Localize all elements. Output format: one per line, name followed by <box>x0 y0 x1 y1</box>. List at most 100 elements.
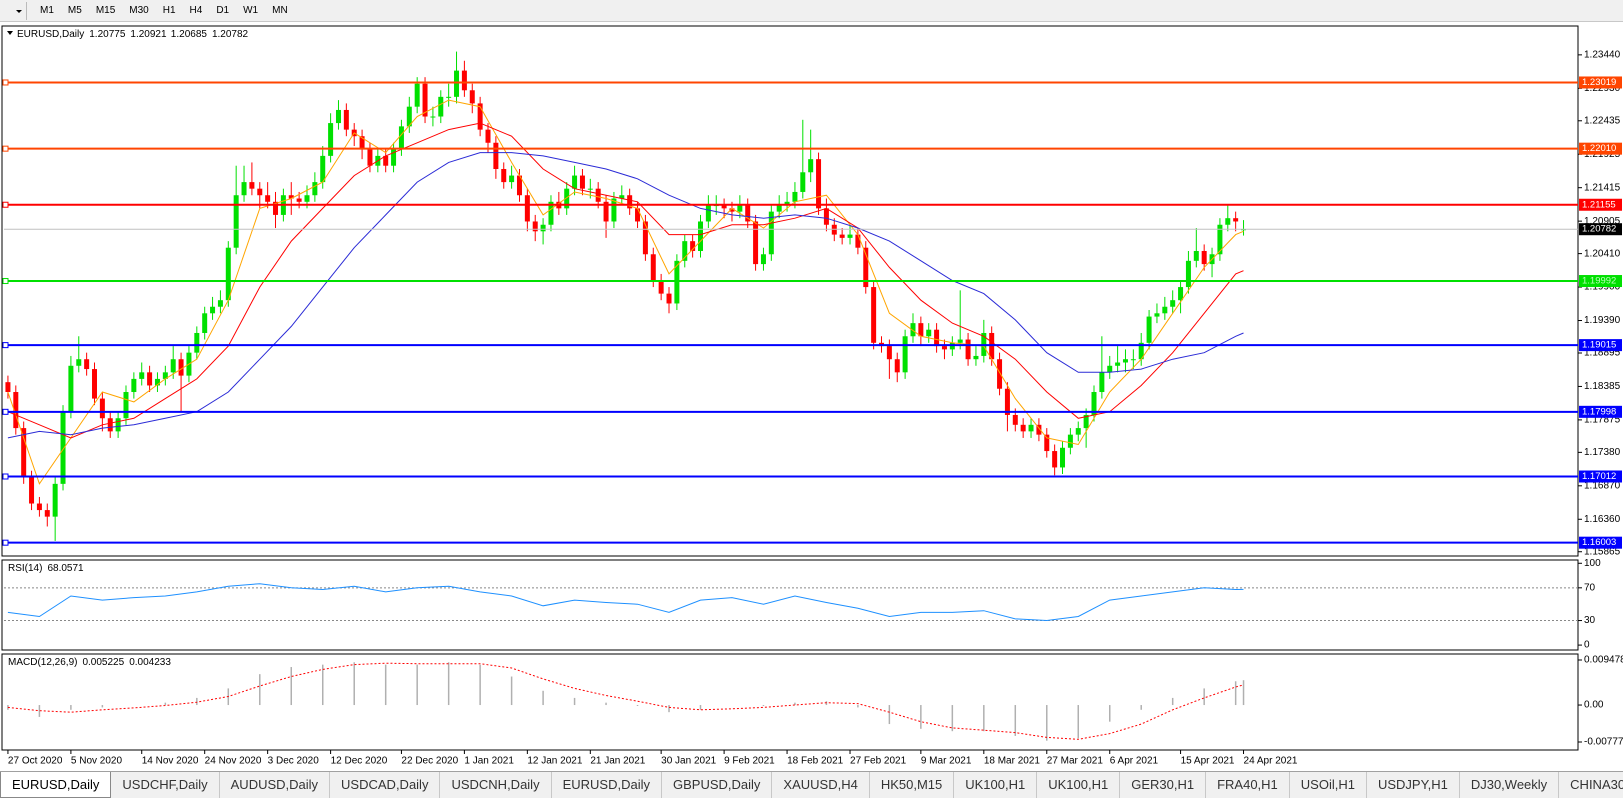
symbol-tab[interactable]: USDJPY,H1 <box>1367 772 1460 798</box>
x-tick-label: 6 Apr 2021 <box>1110 756 1159 767</box>
candle-body <box>1052 451 1058 468</box>
level-anchor <box>2 408 9 415</box>
symbol-tab[interactable]: FRA40,H1 <box>1206 772 1290 798</box>
y-tick-label: 1.19390 <box>1584 315 1621 326</box>
candle-body <box>202 313 208 333</box>
candle-body <box>1044 434 1050 452</box>
candle-body <box>1012 414 1018 425</box>
timeframe-button[interactable]: MN <box>272 4 288 16</box>
candle-body <box>5 382 11 393</box>
level-label-box <box>1579 536 1622 549</box>
candle-body <box>1115 362 1121 366</box>
x-tick-label: 27 Feb 2021 <box>850 756 907 767</box>
chart-title: EURUSD,Daily <box>17 29 84 40</box>
x-tick-label: 15 Apr 2021 <box>1181 756 1235 767</box>
header-value: 0.005225 <box>82 657 124 668</box>
candle-body <box>973 355 979 360</box>
symbol-tab[interactable]: CHINA300,H1 <box>1559 772 1623 798</box>
symbol-tab[interactable]: EURUSD,Daily <box>552 772 662 798</box>
timeframe-button[interactable]: H1 <box>162 4 176 16</box>
symbol-tab[interactable]: EURUSD,Daily <box>0 772 112 798</box>
candle-body <box>92 369 98 399</box>
candle-body <box>516 175 522 196</box>
chart-title: MACD(12,26,9) <box>8 657 77 668</box>
candle-body <box>461 70 467 91</box>
header-value: 0.004233 <box>129 657 171 668</box>
timeframe-button[interactable]: M5 <box>67 4 82 16</box>
candle-body <box>225 247 231 301</box>
candle-body <box>847 234 853 238</box>
symbol-tab[interactable]: DJ30,Weekly <box>1460 772 1560 798</box>
symbol-tab[interactable]: USDCNH,Daily <box>440 772 552 798</box>
level-label-box <box>1579 405 1622 418</box>
candle-body <box>194 332 200 353</box>
timeframe-button[interactable]: H4 <box>189 4 203 16</box>
y-tick-label: 1.18895 <box>1584 348 1621 359</box>
y-tick-label: 1.22435 <box>1584 115 1621 126</box>
candle-body <box>446 96 452 98</box>
candle-body <box>603 201 609 222</box>
symbol-tab[interactable]: GER30,H1 <box>1120 772 1207 798</box>
symbol-tab[interactable]: XAUUSD,H4 <box>772 772 870 798</box>
candle-body <box>139 372 145 379</box>
candle-body <box>690 241 696 251</box>
candle-body <box>800 172 806 192</box>
candle-body <box>21 428 27 478</box>
candle-body <box>76 359 82 366</box>
candle-body <box>572 175 578 189</box>
candle-body <box>398 126 404 150</box>
candle-body <box>328 123 334 156</box>
symbol-tab[interactable]: AUDUSD,Daily <box>220 772 331 798</box>
candle-body <box>273 201 279 215</box>
symbol-tab[interactable]: GBPUSD,Daily <box>662 772 773 798</box>
candle-body <box>509 175 515 183</box>
x-tick-label: 3 Dec 2020 <box>268 756 320 767</box>
moving-average-line <box>7 99 1244 485</box>
header-value: 1.20782 <box>212 29 249 40</box>
candle-body <box>729 208 735 212</box>
y-tick-label: 70 <box>1584 582 1596 593</box>
symbol-tab[interactable]: USOil,H1 <box>1290 772 1367 798</box>
moving-average-line <box>7 152 1244 439</box>
symbol-tab[interactable]: USDCHF,Daily <box>111 772 220 798</box>
timeframe-button[interactable]: W1 <box>243 4 259 16</box>
timeframe-button[interactable]: M15 <box>95 4 116 16</box>
y-tick-label: 1.20905 <box>1584 216 1621 227</box>
timeframe-button[interactable]: D1 <box>216 4 230 16</box>
level-anchor <box>2 278 9 285</box>
chart-menu-icon[interactable] <box>0 1 27 20</box>
symbol-tab[interactable]: HK50,M15 <box>870 772 955 798</box>
x-tick-label: 12 Jan 2021 <box>527 756 582 767</box>
y-tick-label: 1.21415 <box>1584 182 1621 193</box>
candle-body <box>619 195 625 199</box>
candle-body <box>217 300 223 307</box>
symbol-tab[interactable]: UK100,H1 <box>1037 772 1121 798</box>
indicator-line <box>7 583 1244 622</box>
candle-body <box>784 201 790 206</box>
candle-body <box>123 392 129 419</box>
level-label: 1.23019 <box>1582 77 1616 88</box>
x-tick-label: 5 Nov 2020 <box>71 756 123 767</box>
candle-body <box>477 103 483 130</box>
candle-body <box>1233 218 1239 222</box>
timeframe-button[interactable]: M30 <box>129 4 149 16</box>
candle-body <box>564 188 570 209</box>
candle-body <box>1185 260 1191 288</box>
level-label-box <box>1579 198 1622 211</box>
candle-body <box>808 159 814 173</box>
timeframe-button[interactable]: M1 <box>40 4 54 16</box>
candle-body <box>147 372 153 386</box>
candle-body <box>635 208 641 222</box>
candle-body <box>249 182 255 189</box>
symbol-tab[interactable]: UK100,H1 <box>954 772 1038 798</box>
x-tick-label: 27 Mar 2021 <box>1047 756 1104 767</box>
candle-body <box>343 109 349 130</box>
candle-body <box>871 287 877 343</box>
y-tick-label: 1.23440 <box>1584 50 1621 61</box>
x-tick-label: 24 Nov 2020 <box>205 756 262 767</box>
candle-body <box>957 339 963 343</box>
level-label-box <box>1579 142 1622 155</box>
symbol-tab[interactable]: USDCAD,Daily <box>330 772 441 798</box>
candle-body <box>1162 306 1168 314</box>
candle-body <box>816 159 822 209</box>
